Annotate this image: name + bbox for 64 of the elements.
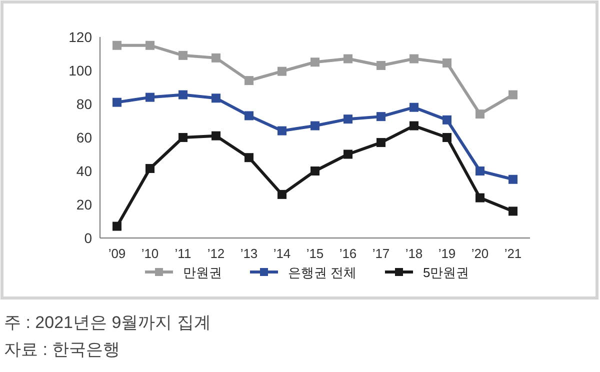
x-tick-label: ’15 bbox=[306, 246, 324, 261]
x-tick-label: ’16 bbox=[339, 246, 357, 261]
point bbox=[508, 174, 518, 184]
point bbox=[112, 98, 122, 107]
point bbox=[376, 60, 386, 70]
point bbox=[442, 115, 452, 124]
point bbox=[244, 153, 254, 162]
x-tick-label: ’10 bbox=[141, 246, 159, 261]
point bbox=[376, 138, 386, 148]
point bbox=[146, 40, 154, 50]
point bbox=[442, 58, 452, 68]
point bbox=[212, 53, 220, 62]
x-tick-label: ’19 bbox=[438, 246, 456, 261]
y-tick-label: 20 bbox=[76, 196, 92, 212]
x-tick-label: ’11 bbox=[174, 246, 192, 261]
x-tick-label: ’21 bbox=[504, 246, 522, 261]
y-tick-label: 0 bbox=[84, 230, 92, 246]
point bbox=[146, 92, 154, 102]
legend-label: 만원권 bbox=[183, 265, 222, 280]
point bbox=[508, 90, 518, 100]
point bbox=[410, 121, 418, 130]
y-tick-label: 120 bbox=[68, 29, 92, 45]
point bbox=[212, 131, 220, 140]
x-tick-label: ’13 bbox=[240, 246, 258, 261]
point bbox=[310, 121, 320, 130]
point bbox=[212, 94, 220, 103]
legend-label: 5만원권 bbox=[423, 265, 470, 280]
point bbox=[476, 193, 484, 202]
point bbox=[244, 76, 254, 86]
point bbox=[344, 54, 352, 64]
point bbox=[146, 164, 154, 173]
point bbox=[178, 133, 188, 142]
point bbox=[310, 58, 320, 67]
x-tick-label: ’12 bbox=[207, 246, 225, 261]
point bbox=[410, 102, 418, 112]
text: 주 : 2021년은 9월까지 집계 bbox=[4, 313, 211, 332]
x-tick-label: ’17 bbox=[372, 246, 390, 261]
point bbox=[442, 133, 452, 142]
point bbox=[476, 110, 484, 119]
y-tick-label: 40 bbox=[76, 163, 92, 179]
point bbox=[278, 190, 286, 199]
point bbox=[508, 206, 518, 216]
point bbox=[178, 90, 188, 100]
y-tick-label: 80 bbox=[76, 96, 92, 112]
x-tick-label: ’14 bbox=[273, 246, 291, 261]
point bbox=[344, 150, 352, 159]
text: 자료 : 한국은행 bbox=[4, 340, 120, 359]
point bbox=[112, 222, 122, 231]
point bbox=[278, 126, 286, 136]
point bbox=[112, 40, 122, 50]
point bbox=[476, 166, 484, 176]
point bbox=[278, 66, 286, 76]
y-tick-label: 100 bbox=[68, 62, 92, 78]
x-tick-label: ’09 bbox=[108, 246, 126, 261]
y-tick-label: 60 bbox=[76, 130, 92, 146]
point bbox=[410, 54, 418, 64]
x-tick-label: ’18 bbox=[405, 246, 423, 261]
point bbox=[244, 111, 254, 120]
point bbox=[178, 50, 188, 60]
point bbox=[344, 114, 352, 124]
x-tick-label: ’20 bbox=[471, 246, 489, 261]
point bbox=[310, 166, 320, 176]
point bbox=[376, 112, 386, 122]
legend-label: 은행권 전체 bbox=[288, 265, 357, 280]
